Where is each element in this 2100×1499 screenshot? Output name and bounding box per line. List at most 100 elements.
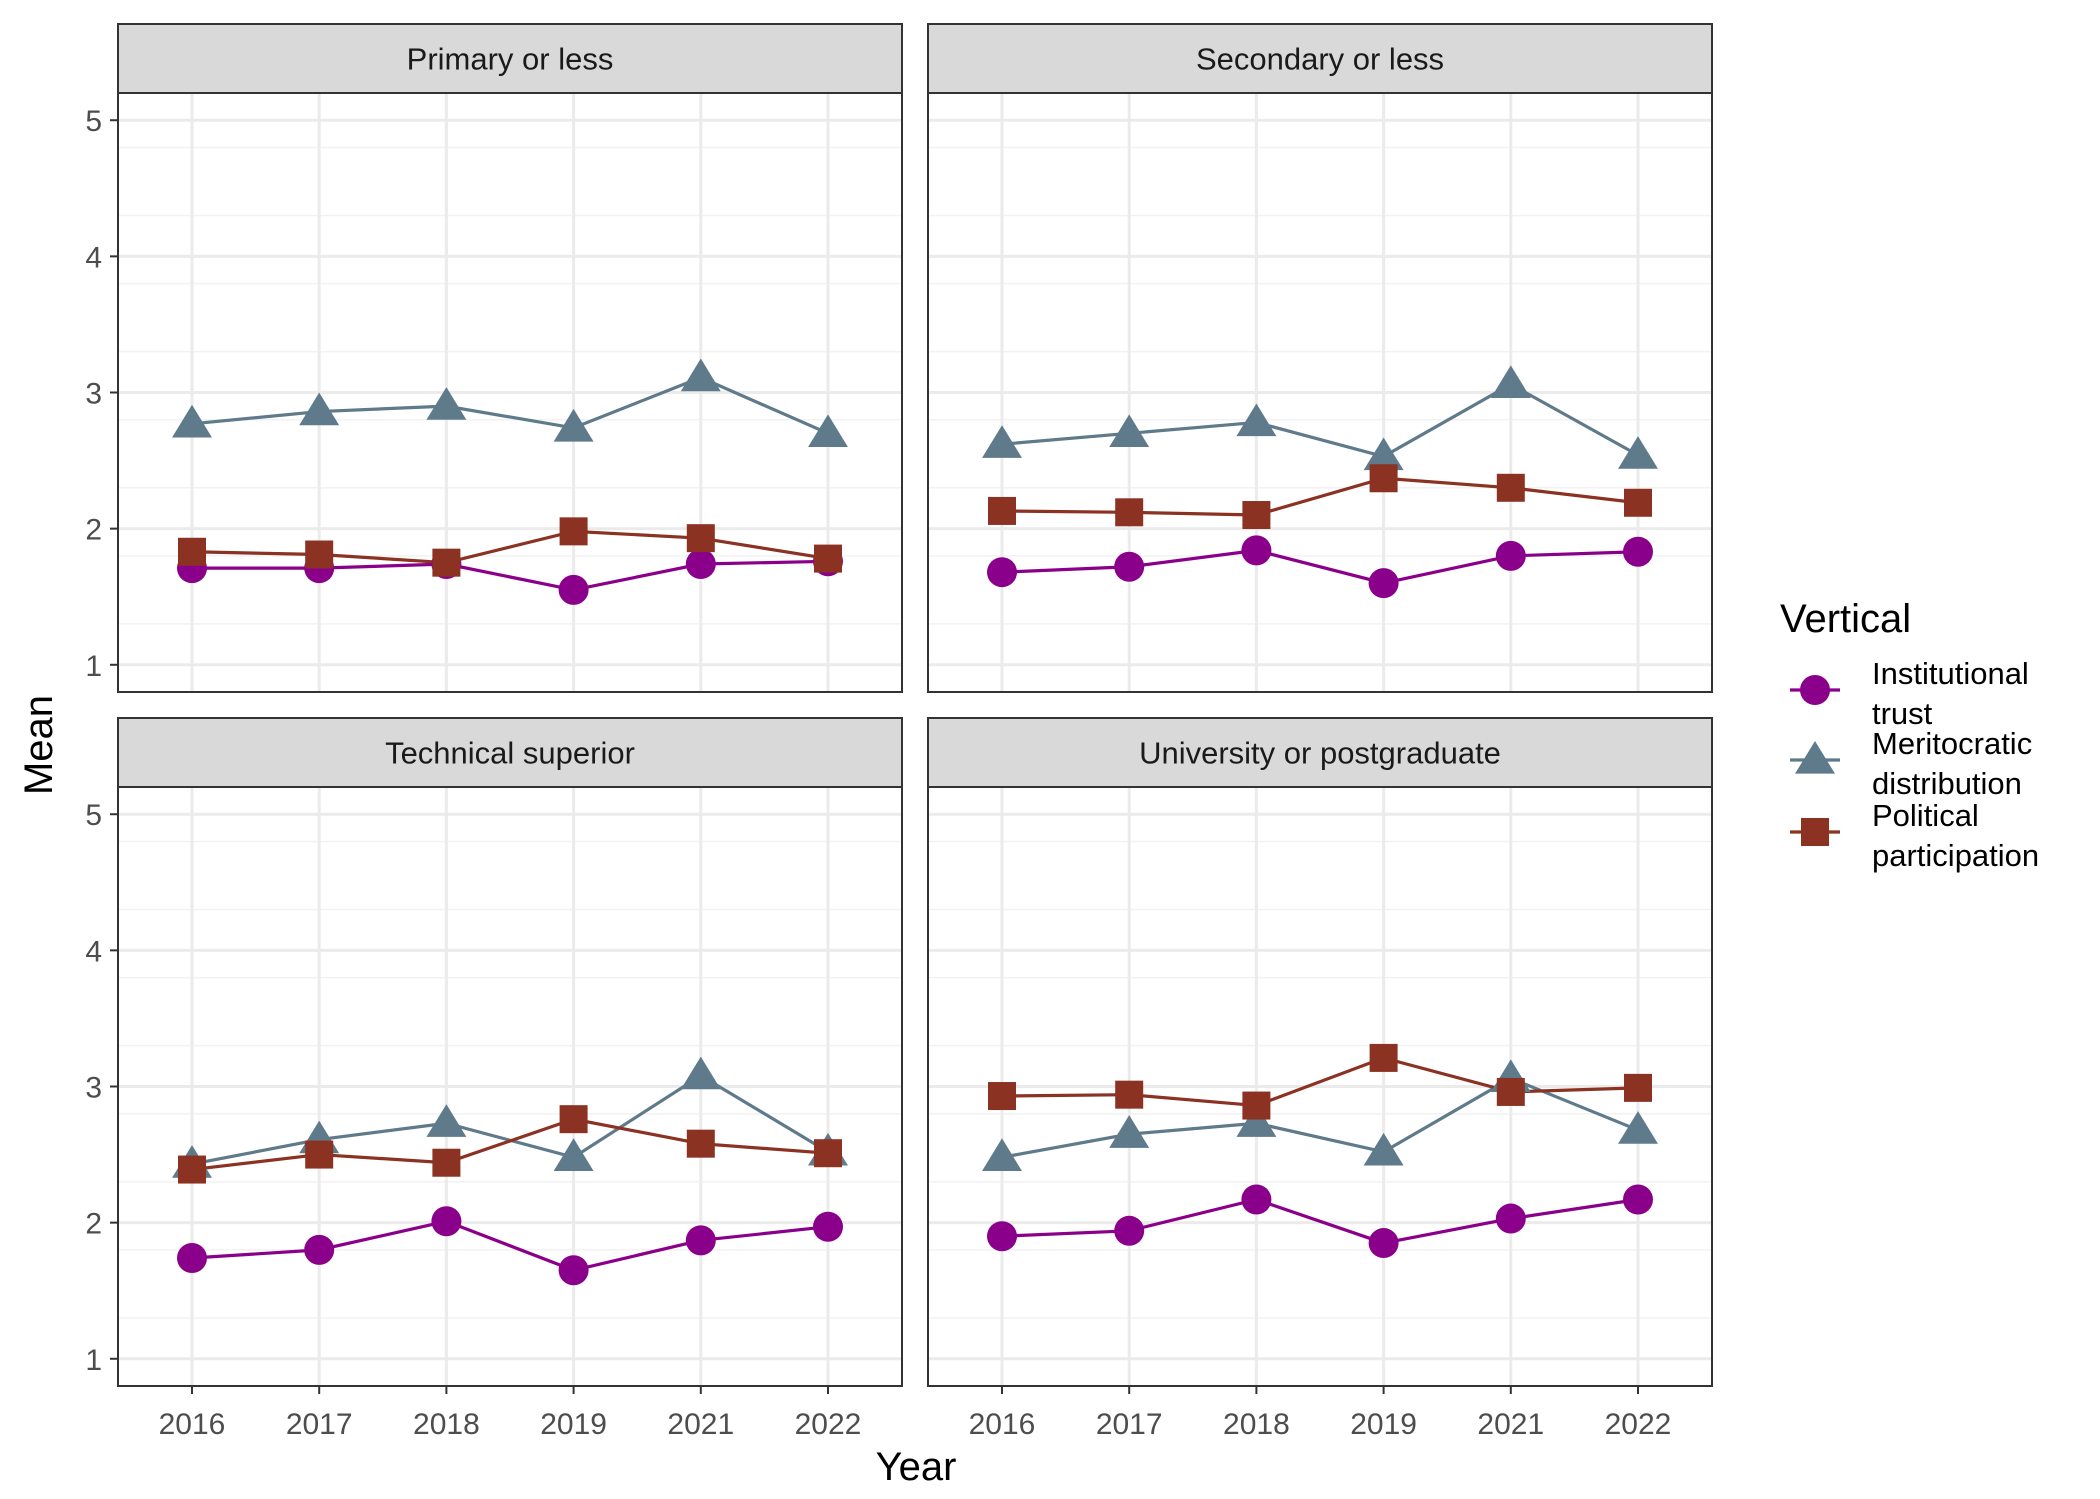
data-point xyxy=(988,1082,1016,1111)
data-point xyxy=(982,425,1022,458)
y-axis-title: Mean xyxy=(17,695,61,795)
y-tick-label: 5 xyxy=(85,105,102,138)
x-tick-label: 2017 xyxy=(1096,1408,1163,1441)
data-point xyxy=(1115,498,1144,527)
data-point xyxy=(1496,1077,1525,1106)
facet-strip xyxy=(117,717,903,788)
axes: 1 2 3 4 5 1 2 3 4 5 2016 2017 2018 2019 2021 2022 2016 20… xyxy=(85,105,1671,1441)
data-point xyxy=(1241,1184,1272,1215)
data-point xyxy=(1624,1073,1652,1102)
facet-strip xyxy=(117,23,903,94)
x-tick-label: 2018 xyxy=(413,1408,480,1441)
data-point xyxy=(299,392,340,426)
data-point xyxy=(305,540,334,569)
legend-key-marker xyxy=(1800,675,1830,705)
data-point xyxy=(559,1105,588,1134)
data-point xyxy=(987,1221,1017,1252)
data-point xyxy=(1363,437,1404,471)
data-point xyxy=(685,1225,716,1256)
data-point xyxy=(814,544,842,573)
y-tick-label: 2 xyxy=(85,1208,102,1241)
series-line xyxy=(191,529,829,565)
data-point xyxy=(1618,436,1658,469)
series-line xyxy=(1001,1056,1639,1108)
legend-label: distribution xyxy=(1872,766,2022,801)
x-tick-label: 2021 xyxy=(1477,1408,1544,1441)
data-point xyxy=(553,1138,594,1171)
data-point xyxy=(1109,414,1150,448)
data-point xyxy=(305,1140,334,1169)
data-point xyxy=(1624,488,1652,517)
x-tick-label: 2018 xyxy=(1223,1408,1290,1441)
x-tick-label: 2022 xyxy=(795,1408,862,1441)
data-point xyxy=(1363,1132,1404,1166)
y-tick-label: 1 xyxy=(85,1344,102,1377)
x-tick-label: 2016 xyxy=(969,1408,1036,1441)
data-point xyxy=(1369,464,1398,493)
data-point xyxy=(553,408,594,442)
facet-strip-label: University or postgraduate xyxy=(1139,736,1501,771)
data-point xyxy=(1236,1104,1277,1137)
data-point xyxy=(559,517,588,546)
data-point xyxy=(432,1148,461,1177)
legend-label: Political xyxy=(1872,798,1979,833)
facet-panel: University or postgraduate xyxy=(927,717,1713,1387)
data-point xyxy=(1368,1228,1399,1259)
y-tick-label: 4 xyxy=(85,935,102,968)
series-line xyxy=(1001,1197,1639,1245)
data-point xyxy=(178,1155,206,1184)
series-line xyxy=(191,1219,829,1272)
legend-entry: Political participation xyxy=(1790,798,2039,873)
x-tick-label: 2022 xyxy=(1605,1408,1672,1441)
x-tick-label: 2016 xyxy=(159,1408,226,1441)
panels: Primary or less Secondary or less Technica… xyxy=(117,23,1713,1387)
data-point xyxy=(178,537,206,566)
data-point xyxy=(813,1211,843,1242)
data-point xyxy=(431,1206,462,1237)
x-tick-label: 2019 xyxy=(1350,1408,1417,1441)
series-line xyxy=(192,559,829,592)
data-point xyxy=(558,1255,589,1286)
data-point xyxy=(808,414,848,448)
legend-title: Vertical xyxy=(1780,597,1911,641)
data-point xyxy=(1618,1111,1658,1144)
data-point xyxy=(1109,1115,1150,1148)
facet-panel: Secondary or less xyxy=(927,23,1713,693)
data-point xyxy=(1623,1184,1653,1215)
series-line xyxy=(1001,1076,1639,1159)
data-point xyxy=(1115,1080,1144,1109)
x-axis-title: Year xyxy=(876,1445,957,1489)
data-point xyxy=(686,524,715,553)
facet-strip xyxy=(927,23,1713,94)
y-tick-label: 3 xyxy=(85,378,102,411)
data-point xyxy=(432,548,461,577)
y-tick-label: 3 xyxy=(85,1072,102,1105)
data-point xyxy=(680,1056,721,1090)
y-tick-label: 2 xyxy=(85,514,102,547)
data-point xyxy=(177,1243,207,1274)
data-point xyxy=(1623,536,1653,567)
facet-strip xyxy=(927,717,1713,788)
legend-label: trust xyxy=(1872,696,1933,731)
legend-label: participation xyxy=(1872,838,2039,873)
data-point xyxy=(814,1139,842,1168)
series-line xyxy=(1001,382,1639,459)
x-tick-label: 2021 xyxy=(667,1408,734,1441)
legend-entry: Meritocratic distribution xyxy=(1790,726,2032,801)
legend-key-marker xyxy=(1801,818,1829,846)
data-point xyxy=(1490,365,1531,399)
x-tick-label: 2017 xyxy=(286,1408,353,1441)
data-point xyxy=(1114,1215,1145,1246)
data-point xyxy=(1368,568,1399,599)
series-line xyxy=(1001,548,1639,585)
data-point xyxy=(982,1138,1022,1171)
data-point xyxy=(558,574,589,605)
series-line xyxy=(191,375,829,435)
y-tick-label: 1 xyxy=(85,650,102,683)
facet-strip-label: Primary or less xyxy=(407,42,614,77)
data-point xyxy=(304,1234,335,1265)
data-point xyxy=(1114,551,1145,582)
series-line xyxy=(191,1117,829,1172)
data-point xyxy=(1496,473,1525,502)
